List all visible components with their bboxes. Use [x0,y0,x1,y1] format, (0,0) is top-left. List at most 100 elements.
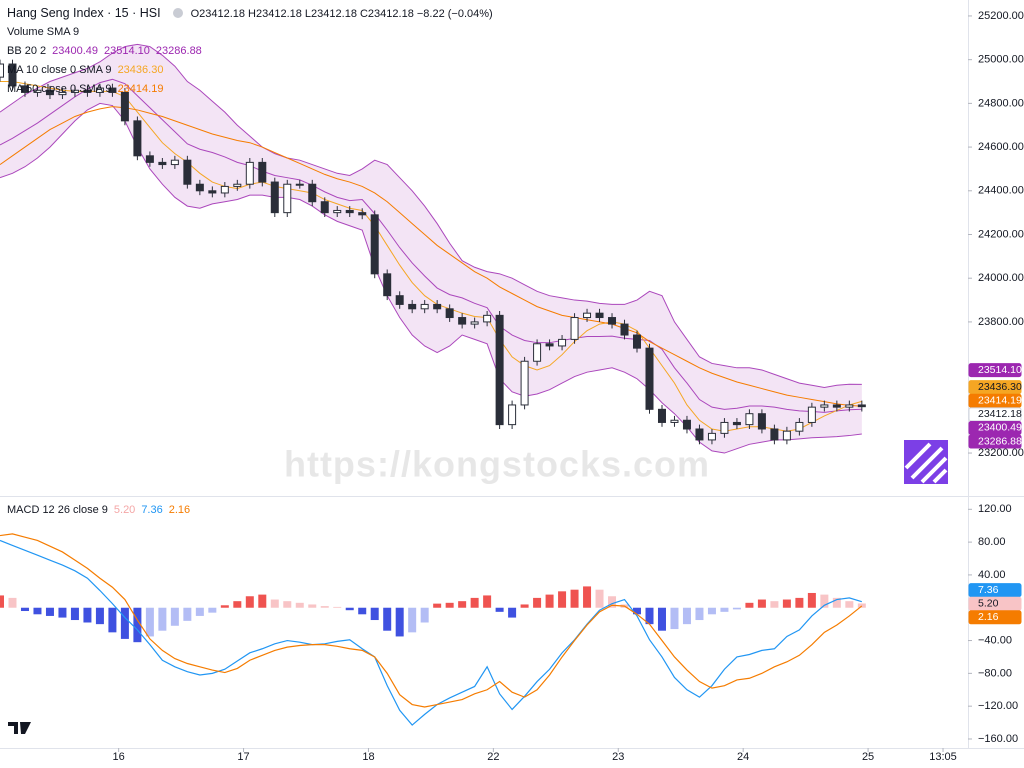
price-label-box [968,596,1022,611]
x-tick-label: 22 [487,751,499,763]
candle-body [8,63,17,87]
candle-body [633,334,642,349]
y-tick-label: 24000.00 [978,272,1024,284]
candle-body [395,295,404,305]
x-tick-label: 16 [113,751,125,763]
chart-title: Hang Seng Index · 15 · HSI [7,6,161,20]
histogram-bar [283,601,292,608]
histogram-bar [95,607,104,625]
candle-body [408,303,417,310]
candle-body [33,89,42,93]
histogram-bar [508,607,517,618]
candle-body [420,303,429,310]
y-tick-label: 25000.00 [978,54,1024,66]
main-layer [0,59,866,726]
price-label: 23412.18 [978,408,1022,420]
histogram-bar [195,607,204,616]
candle-body [58,91,67,96]
candle-body [370,214,379,275]
indicator-legend: MA 50 close 0 SMA 9 23414.19 [7,80,493,99]
candle-body [183,159,192,185]
candle-body [208,190,217,194]
indicator-reading: 23514.10 [104,45,150,57]
candle-body [233,183,242,187]
band-basis [0,78,862,413]
histogram-bar [757,599,766,608]
candle-body [845,404,854,408]
y-tick-label: 23800.00 [978,316,1024,328]
candle-body [195,183,204,192]
histogram-bar [857,603,866,608]
y-tick-label: 24200.00 [978,228,1024,240]
indicator-reading: 5.20 [113,504,136,516]
histogram-bar [782,599,791,608]
histogram-bar [20,607,29,612]
candle-body [620,323,629,336]
indicator-reading: 23286.88 [155,45,202,57]
y-tick-label: −40.00 [978,634,1012,646]
histogram-bar [258,594,267,608]
y-tick-label: −160.00 [978,733,1018,745]
macd-legend: MACD 12 26 close 9 5.20 7.36 2.16 [7,501,190,520]
candle-body [533,343,542,362]
indicator-legend: MACD 12 26 close 9 5.20 7.36 2.16 [7,501,190,520]
indicator-name: Volume SMA 9 [7,26,80,38]
histogram-bar [670,607,679,630]
indicator-reading: 23400.49 [52,45,99,57]
candle-body [495,314,504,426]
legend-title-row: Hang Seng Index · 15 · HSI O23412.18 H234… [7,4,493,23]
indicator-legend: MA 10 close 0 SMA 9 23436.30 [7,61,493,80]
y-tick-label: 24400.00 [978,185,1024,197]
y-tick-label: 120.00 [978,503,1012,515]
y-tick-label: −120.00 [978,700,1018,712]
histogram-bar [770,601,779,608]
histogram-bar [270,599,279,608]
histogram-bar [795,597,804,608]
histogram-bar [645,607,654,625]
candle-body [245,161,254,185]
candle-body [20,85,29,93]
indicator-legend: Volume SMA 9 [7,23,493,42]
logo-stripes [904,442,948,484]
indicator-name: MA 50 close 0 SMA 9 [7,83,112,95]
indicator-legend: BB 20 2 23400.49 23514.10 23286.88 [7,42,493,61]
y-tick-label: 24600.00 [978,141,1024,153]
candle-body [682,419,691,430]
price-label: 23514.10 [978,364,1022,376]
price-label-box [968,583,1022,598]
y-tick-label: 24800.00 [978,97,1024,109]
histogram-bar [470,597,479,608]
price-label-box [968,610,1022,625]
candle-body [508,404,517,426]
histogram-bar [433,603,442,608]
histogram-bar [682,607,691,625]
candle-body [270,181,279,214]
candle-body [745,413,754,426]
price-label: 23286.88 [978,435,1022,447]
band-lower [0,102,862,454]
histogram-bar [183,607,192,621]
indicator-reading: 2.16 [168,504,191,516]
candle-body [83,89,92,93]
price-legend: Hang Seng Index · 15 · HSI O23412.18 H234… [7,4,493,99]
histogram-bar [333,606,342,608]
histogram-bar [495,607,504,612]
candle-body [433,303,442,310]
x-tick-label: 17 [237,751,249,763]
histogram-bar [707,607,716,615]
histogram-bar [558,591,567,608]
histogram-bar [83,607,92,623]
indicator-reading: 7.36 [141,504,163,516]
histogram-bar [483,595,492,608]
back-layer [0,43,866,643]
histogram-bar [0,595,4,608]
candle-body [707,432,716,441]
candle-body [345,209,354,214]
histogram-bar [657,607,666,631]
price-label: 5.20 [978,597,999,609]
candle-body [720,421,729,434]
histogram-bar [845,601,854,608]
candle-body [358,212,367,216]
